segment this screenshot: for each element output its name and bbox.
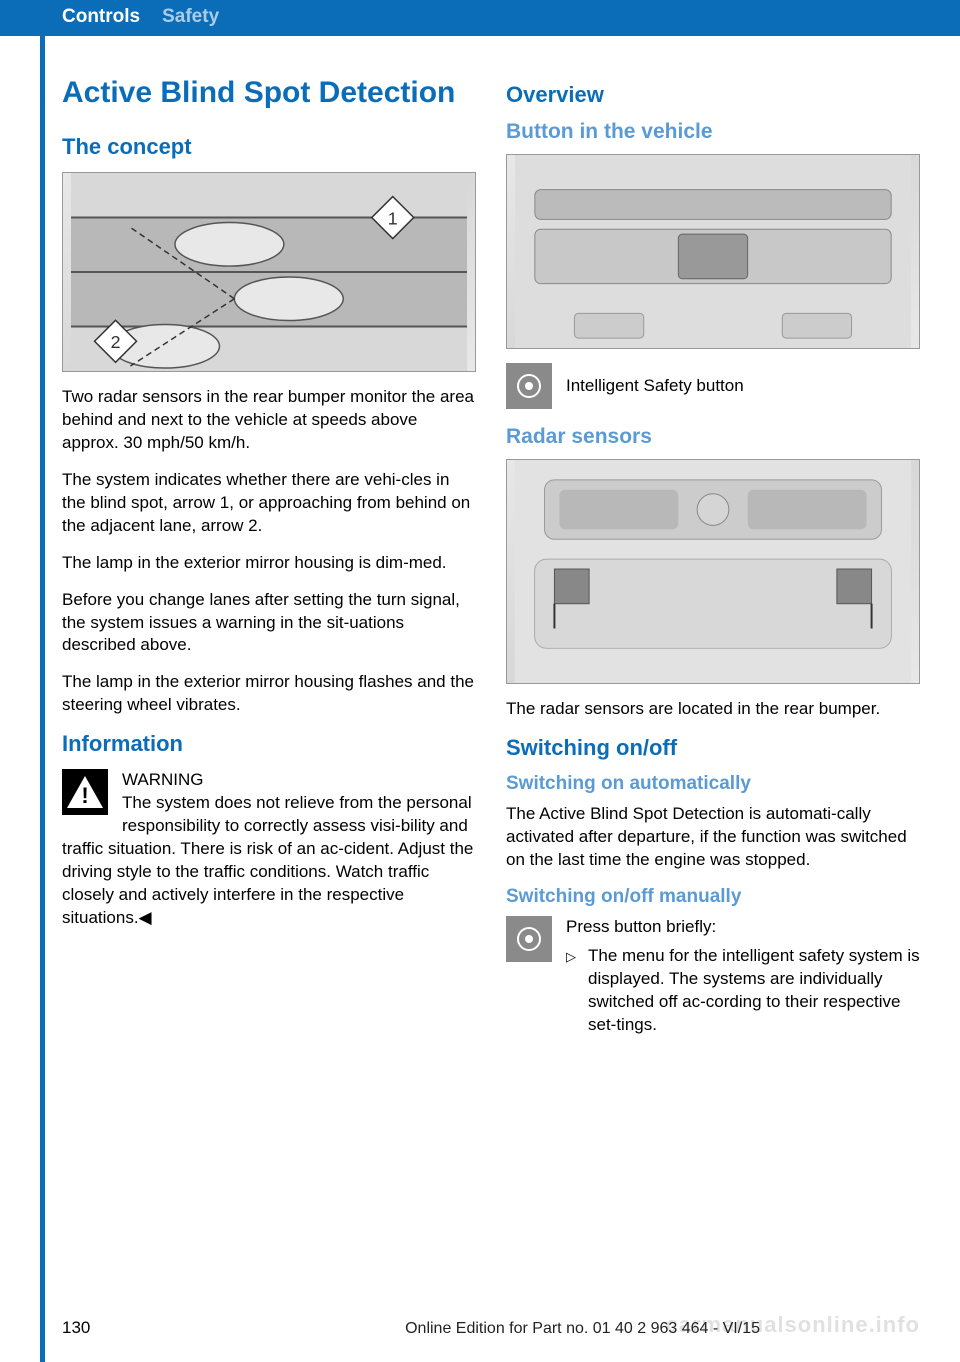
svg-text:!: !: [81, 783, 88, 808]
radar-sensors-text: The radar sensors are located in the rea…: [506, 698, 920, 721]
header-tabs: Controls Safety: [0, 0, 960, 36]
right-column: Overview Button in the vehicle Intellige…: [506, 76, 920, 1052]
header-tab-safety: Safety: [162, 6, 219, 28]
left-margin-bar: [40, 0, 45, 1362]
manual-bullet-row: ▷ The menu for the intelligent safety sy…: [566, 945, 920, 1037]
switching-title: Switching on/off: [506, 735, 920, 761]
page-body: Active Blind Spot Detection The concept …: [0, 36, 960, 1052]
main-title: Active Blind Spot Detection: [62, 76, 476, 110]
overview-title: Overview: [506, 82, 920, 108]
switching-manual-row: Press button briefly: ▷ The menu for the…: [506, 916, 920, 1037]
warning-text: The system does not relieve from the per…: [62, 793, 473, 927]
concept-diagram-image: 1 2: [62, 172, 476, 372]
switching-auto-text: The Active Blind Spot Detection is autom…: [506, 803, 920, 872]
svg-text:1: 1: [388, 208, 398, 228]
radar-sensors-title: Radar sensors: [506, 425, 920, 449]
intelligent-safety-button-label: Intelligent Safety button: [566, 363, 920, 398]
concept-para-1: Two radar sensors in the rear bumper mon…: [62, 386, 476, 455]
concept-para-3: The lamp in the exterior mirror housing …: [62, 552, 476, 575]
bullet-marker-icon: ▷: [566, 945, 576, 1037]
concept-para-2: The system indicates whether there are v…: [62, 469, 476, 538]
svg-text:2: 2: [111, 332, 121, 352]
manual-bullet-text: The menu for the intelligent safety syst…: [588, 945, 920, 1037]
header-tab-controls: Controls: [62, 6, 140, 28]
footer-edition-text: Online Edition for Part no. 01 40 2 963 …: [405, 1320, 760, 1338]
button-vehicle-title: Button in the vehicle: [506, 120, 920, 144]
information-title: Information: [62, 731, 476, 757]
intelligent-safety-button-row: Intelligent Safety button: [506, 363, 920, 409]
intelligent-safety-icon: [506, 363, 552, 409]
concept-para-4: Before you change lanes after setting th…: [62, 589, 476, 658]
warning-label: WARNING: [122, 770, 204, 789]
concept-title: The concept: [62, 134, 476, 160]
radar-sensors-image: [506, 459, 920, 684]
switching-manual-title: Switching on/off manually: [506, 886, 920, 908]
warning-icon: !: [62, 769, 108, 815]
left-column: Active Blind Spot Detection The concept …: [62, 76, 476, 1052]
warning-block: ! WARNING The system does not relieve fr…: [62, 769, 476, 930]
switching-manual-text-block: Press button briefly: ▷ The menu for the…: [566, 916, 920, 1037]
page-number: 130: [62, 1318, 90, 1338]
button-vehicle-image: [506, 154, 920, 349]
switching-auto-title: Switching on automatically: [506, 773, 920, 795]
button-press-icon: [506, 916, 552, 962]
press-button-label: Press button briefly:: [566, 916, 920, 939]
concept-para-5: The lamp in the exterior mirror housing …: [62, 671, 476, 717]
